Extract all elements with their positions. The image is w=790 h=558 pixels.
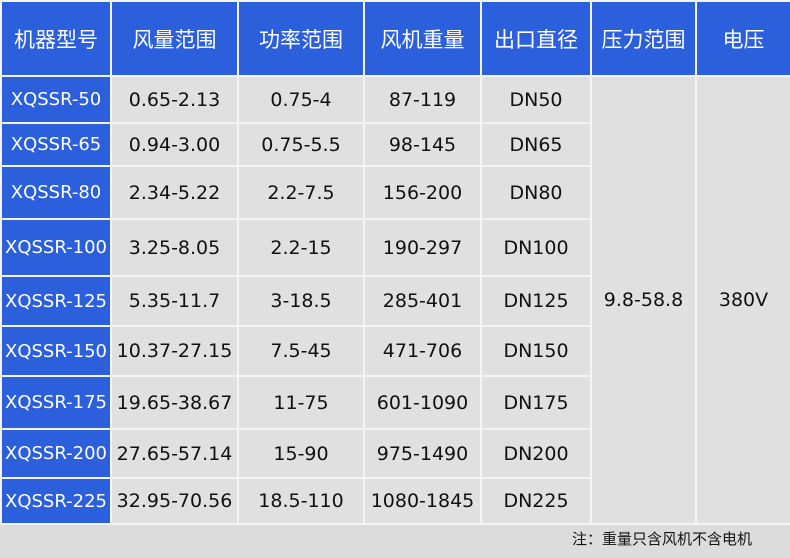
cell-power: 0.75-4 <box>237 75 365 124</box>
table-row: XQSSR-65 0.94-3.00 0.75-5.5 98-145 DN65 <box>0 122 790 167</box>
cell-airflow: 5.35-11.7 <box>110 275 239 327</box>
cell-power: 7.5-45 <box>237 325 365 377</box>
table-row: XQSSR-200 27.65-57.14 15-90 975-1490 DN200 <box>0 428 790 479</box>
cell-model: XQSSR-225 <box>0 477 112 525</box>
cell-weight: 190-297 <box>363 218 482 277</box>
cell-airflow: 0.94-3.00 <box>110 122 239 167</box>
cell-power: 2.2-7.5 <box>237 165 365 220</box>
header-row: 机器型号 风量范围 功率范围 风机重量 出口直径 压力范围 电压 <box>0 0 790 77</box>
cell-weight: 601-1090 <box>363 375 482 430</box>
cell-pressure: 9.8-58.8 <box>590 75 697 525</box>
cell-outlet: DN125 <box>480 275 592 327</box>
cell-model: XQSSR-125 <box>0 275 112 327</box>
cell-weight: 285-401 <box>363 275 482 327</box>
header-weight: 风机重量 <box>363 0 482 77</box>
cell-airflow: 2.34-5.22 <box>110 165 239 220</box>
header-outlet: 出口直径 <box>480 0 592 77</box>
cell-weight: 156-200 <box>363 165 482 220</box>
table-row: XQSSR-225 32.95-70.56 18.5-110 1080-1845 DN2… <box>0 477 790 525</box>
cell-model: XQSSR-150 <box>0 325 112 377</box>
cell-outlet: DN150 <box>480 325 592 377</box>
header-model: 机器型号 <box>0 0 112 77</box>
table-row: XQSSR-150 10.37-27.15 7.5-45 471-706 DN150 <box>0 325 790 377</box>
cell-weight: 87-119 <box>363 75 482 124</box>
cell-outlet: DN175 <box>480 375 592 430</box>
header-voltage: 电压 <box>695 0 790 77</box>
cell-airflow: 3.25-8.05 <box>110 218 239 277</box>
cell-power: 18.5-110 <box>237 477 365 525</box>
cell-model: XQSSR-100 <box>0 218 112 277</box>
table-row: XQSSR-175 19.65-38.67 11-75 601-1090 DN175 <box>0 375 790 430</box>
cell-outlet: DN50 <box>480 75 592 124</box>
cell-weight: 98-145 <box>363 122 482 167</box>
cell-model: XQSSR-175 <box>0 375 112 430</box>
cell-model: XQSSR-200 <box>0 428 112 479</box>
table-row: XQSSR-50 0.65-2.13 0.75-4 87-119 DN50 9.8-58.… <box>0 75 790 525</box>
cell-airflow: 27.65-57.14 <box>110 428 239 479</box>
header-pressure: 压力范围 <box>590 0 697 77</box>
cell-power: 0.75-5.5 <box>237 122 365 167</box>
cell-weight: 975-1490 <box>363 428 482 479</box>
cell-model: XQSSR-80 <box>0 165 112 220</box>
table-row: XQSSR-100 3.25-8.05 2.2-15 190-297 DN100 <box>0 218 790 277</box>
table-row: XQSSR-125 5.35-11.7 3-18.5 285-401 DN125 <box>0 275 790 327</box>
cell-outlet: DN225 <box>480 477 592 525</box>
cell-voltage: 380V <box>695 75 790 525</box>
table-row: XQSSR-80 2.34-5.22 2.2-7.5 156-200 DN80 <box>0 165 790 220</box>
footnote: 注：重量只含风机不含电机 <box>571 530 752 548</box>
header-airflow: 风量范围 <box>110 0 239 77</box>
spec-table: 机器型号 风量范围 功率范围 风机重量 出口直径 压力范围 电压 XQSSR-5… <box>0 0 790 525</box>
cell-airflow: 19.65-38.67 <box>110 375 239 430</box>
cell-weight: 471-706 <box>363 325 482 377</box>
cell-model: XQSSR-50 <box>0 75 112 124</box>
cell-outlet: DN80 <box>480 165 592 220</box>
cell-outlet: DN200 <box>480 428 592 479</box>
cell-power: 15-90 <box>237 428 365 479</box>
cell-airflow: 0.65-2.13 <box>110 75 239 124</box>
cell-power: 2.2-15 <box>237 218 365 277</box>
cell-power: 3-18.5 <box>237 275 365 327</box>
cell-outlet: DN65 <box>480 122 592 167</box>
cell-outlet: DN100 <box>480 218 592 277</box>
cell-weight: 1080-1845 <box>363 477 482 525</box>
cell-airflow: 32.95-70.56 <box>110 477 239 525</box>
cell-airflow: 10.37-27.15 <box>110 325 239 377</box>
cell-power: 11-75 <box>237 375 365 430</box>
header-power: 功率范围 <box>237 0 365 77</box>
cell-model: XQSSR-65 <box>0 122 112 167</box>
